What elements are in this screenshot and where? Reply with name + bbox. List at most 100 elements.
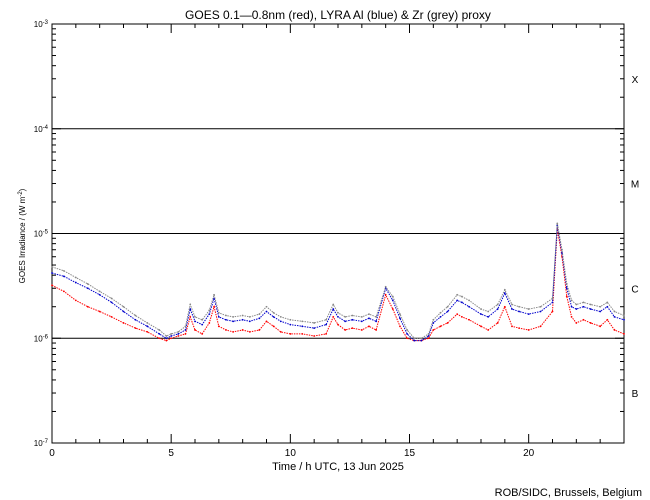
series-2-point [368,313,370,316]
series-0-point [368,325,370,328]
series-2-point [344,315,347,318]
y-tick-label: 10-4 [34,125,49,134]
series-0-point [122,322,125,324]
series-0-point [225,329,227,331]
series-2-point [527,308,530,310]
series-2-point [98,290,101,293]
series-1-point [272,315,275,318]
series-1-point [582,305,585,308]
series-2-point [122,305,125,308]
series-2-point [575,303,578,306]
series-2-point [194,315,196,318]
y-tick-label-exponent: -5 [43,230,49,236]
series-0-point [170,337,173,340]
x-tick-label: 10 [285,448,297,459]
series-0-point [456,313,459,316]
series-2-point [539,305,542,308]
series-0-point [391,308,394,310]
series-line-0 [51,229,625,342]
series-0-point [527,329,530,331]
series-1-point [413,339,416,342]
series-2-point [391,295,394,298]
series-2-point [158,329,161,331]
series-0-point [189,315,192,318]
series-2-point [360,315,363,318]
series-1-point [599,310,602,313]
series-0-point [337,323,339,326]
series-1-point [368,317,370,320]
series-0-point [360,329,363,331]
series-0-point [496,322,499,324]
flare-class-lines [52,128,624,339]
series-2-point [503,288,506,291]
series-0-point [272,325,275,328]
y-tick-label-exponent: -6 [43,334,49,340]
series-1-point [279,320,282,323]
series-1-point [325,323,327,326]
series-2-point [279,315,282,318]
y-tick-label-base: 10 [34,230,43,239]
series-1-point [248,320,251,323]
series-2-point [225,314,227,317]
series-2-point [589,303,592,306]
series-1-point [399,317,401,320]
series-2-point [258,313,261,316]
y-tick-label-base: 10 [34,20,43,29]
series-1-point [232,320,235,323]
y-axis-label: GOES Irradiance / (W m-2) [18,188,27,283]
series-1-point [177,333,180,335]
y-tick-label: 10-6 [34,334,49,343]
y-axis-ticks: 10-710-610-510-410-3 [34,20,624,448]
y-axis-label-exponent: -2 [18,191,24,197]
series-1-point [165,337,168,340]
series-0-point [582,318,585,321]
series-1-point [456,299,459,302]
series-0-point [146,330,149,333]
series-1-point [258,317,261,320]
series-0-point [551,310,554,313]
series-1-point [86,287,89,290]
series-0-point [165,339,168,342]
series-1-point [134,318,137,321]
flare-class-label: X [632,75,639,86]
flare-class-label: M [631,180,639,191]
series-1-point [184,329,187,331]
series-1-point [189,308,192,310]
series-1-point [461,301,463,304]
credit-text: ROB/SIDC, Brussels, Belgium [495,487,642,499]
series-2-point [487,310,490,313]
series-0-point [208,322,211,324]
series-1-point [110,301,113,304]
flare-class-labels: X M C B [631,75,639,400]
series-0-point [575,322,578,324]
series-1-point [487,315,490,318]
series-2-point [232,315,235,318]
series-1-point [503,292,506,294]
series-1-point [301,325,304,328]
series-2-point [74,276,77,279]
series-1-point [51,272,53,274]
series-1-point [241,318,244,321]
series-0-point [406,337,409,340]
series-2-point [51,265,53,268]
series-2-point [272,311,275,314]
series-0-point [86,305,89,308]
x-tick-label: 15 [404,448,416,459]
series-0-point [217,325,220,328]
series-2-point [201,318,204,321]
series-1-point [391,299,394,302]
series-2-point [165,335,168,337]
chart-title: GOES 0.1—0.8nm (red), LYRA Al (blue) & Z… [185,8,491,22]
series-2-point [511,303,513,306]
series-2-point [420,337,423,340]
series-2-point [623,314,625,317]
series-1-point [332,308,335,310]
series-2-point [427,333,430,335]
series-0-point [241,329,244,331]
series-0-point [439,325,442,328]
series-2-point [241,314,244,317]
series-2-point [399,313,401,316]
y-tick-label-base: 10 [34,334,43,343]
series-2-point [432,318,435,321]
